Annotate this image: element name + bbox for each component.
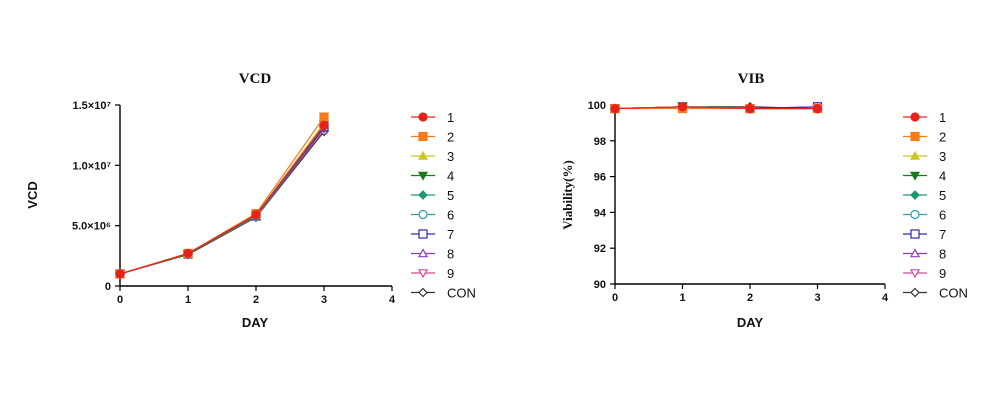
x-tick-label: 1 xyxy=(185,294,191,306)
series-line xyxy=(119,127,325,275)
data-point xyxy=(251,210,261,220)
y-axis-label: VCD xyxy=(25,181,40,208)
legend-marker xyxy=(417,150,429,160)
legend-marker xyxy=(910,209,920,220)
y-axis-label: Viability(%) xyxy=(560,160,575,230)
x-tick-label: 4 xyxy=(389,294,396,306)
series-line xyxy=(119,131,325,275)
legend-label: 2 xyxy=(447,130,454,145)
y-tick-label: 100 xyxy=(588,100,606,112)
y-tick-label: 98 xyxy=(594,136,606,148)
legend-label: CON xyxy=(447,286,476,301)
legend-marker xyxy=(417,248,429,258)
data-point xyxy=(319,112,329,122)
y-tick-label: 92 xyxy=(594,243,606,255)
legend-marker xyxy=(418,112,428,122)
legend-label: 8 xyxy=(939,247,946,262)
legend-marker xyxy=(910,112,920,122)
series-line xyxy=(119,116,325,275)
x-tick-label: 0 xyxy=(612,292,618,304)
legend-marker xyxy=(417,269,429,279)
legend-label: 5 xyxy=(939,188,946,203)
x-axis-label: DAY xyxy=(242,315,269,330)
x-tick-label: 3 xyxy=(814,292,820,304)
legend-marker xyxy=(909,150,921,160)
legend-marker xyxy=(417,171,429,181)
legend-marker xyxy=(418,131,428,142)
legend-label: 7 xyxy=(447,227,454,242)
x-tick-label: 0 xyxy=(117,294,123,306)
y-tick-label: 0 xyxy=(105,281,111,293)
y-tick-label: 94 xyxy=(594,207,607,219)
legend-label: 9 xyxy=(447,266,454,281)
series-line xyxy=(119,125,325,275)
legend-label: 8 xyxy=(447,247,454,262)
axes xyxy=(119,105,392,287)
legend-label: 1 xyxy=(939,110,946,125)
x-tick-label: 1 xyxy=(679,292,685,304)
x-tick-label: 3 xyxy=(321,294,327,306)
legend-label: 4 xyxy=(447,169,454,184)
legend-label: CON xyxy=(939,286,968,301)
ticks: 0 1 2 3 4 90 92 94 96 98 100 xyxy=(588,100,889,304)
x-tick-label: 2 xyxy=(747,292,753,304)
legend-label: 9 xyxy=(939,266,946,281)
legend-marker xyxy=(418,209,428,220)
series-line xyxy=(119,128,325,275)
chart-title: VCD xyxy=(239,71,272,87)
legend-label: 2 xyxy=(939,130,946,145)
legend-marker xyxy=(418,229,428,239)
data-point xyxy=(677,102,688,112)
series-line xyxy=(119,122,325,275)
data-point xyxy=(610,103,620,114)
y-tick-label: 96 xyxy=(594,172,606,184)
data-point xyxy=(745,103,755,114)
chart-title: VIB xyxy=(738,71,765,87)
legend-label: 3 xyxy=(939,149,946,164)
legend-label: 1 xyxy=(447,110,454,125)
legend-marker xyxy=(418,190,428,200)
vcd-chart: VCD DAY VCD 0 1 2 3 405.0×10⁶1.0×10⁷1.5×10⁷ … xyxy=(25,71,476,330)
y-tick-label: 90 xyxy=(594,279,606,291)
x-tick-label: 2 xyxy=(253,294,259,306)
legend: 1 2 3 4 5 6 7 8 9 CON xyxy=(903,110,968,301)
legend-marker xyxy=(910,229,920,239)
legend-marker xyxy=(909,269,921,279)
y-tick-label: 1.0×10⁷ xyxy=(73,160,112,172)
data-point xyxy=(812,103,823,114)
legend-label: 7 xyxy=(939,227,946,242)
legend-marker xyxy=(418,287,428,298)
axes xyxy=(614,105,885,285)
y-tick-label: 1.5×10⁷ xyxy=(73,100,112,112)
legend-marker xyxy=(909,171,921,181)
series-line xyxy=(119,123,325,275)
vib-chart: VIB DAY Viability(%) 0 1 2 3 49092949698100 … xyxy=(560,71,968,330)
legend: 1 2 3 4 5 6 7 8 9 CON xyxy=(411,110,476,301)
series xyxy=(114,112,330,280)
legend-marker xyxy=(910,131,920,142)
data-point xyxy=(319,120,329,131)
legend-label: 3 xyxy=(447,149,454,164)
data-point xyxy=(183,248,193,259)
series-line xyxy=(119,126,325,275)
legend-marker xyxy=(910,287,920,298)
series-line xyxy=(119,125,325,275)
x-tick-label: 4 xyxy=(882,292,889,304)
legend-label: 5 xyxy=(447,188,454,203)
data-point xyxy=(115,269,125,279)
legend-label: 6 xyxy=(447,208,454,223)
series-line xyxy=(119,125,325,275)
ticks: 0 1 2 3 4 0 5.0×10⁶ 1.0×10⁷ 1.5×10⁷ xyxy=(72,100,396,306)
legend-marker xyxy=(910,190,920,200)
legend-marker xyxy=(909,248,921,258)
y-tick-label: 5.0×10⁶ xyxy=(72,221,111,233)
legend-label: 6 xyxy=(939,208,946,223)
x-axis-label: DAY xyxy=(737,315,764,330)
series xyxy=(609,101,823,114)
series-line xyxy=(614,106,818,110)
legend-label: 4 xyxy=(939,169,946,184)
